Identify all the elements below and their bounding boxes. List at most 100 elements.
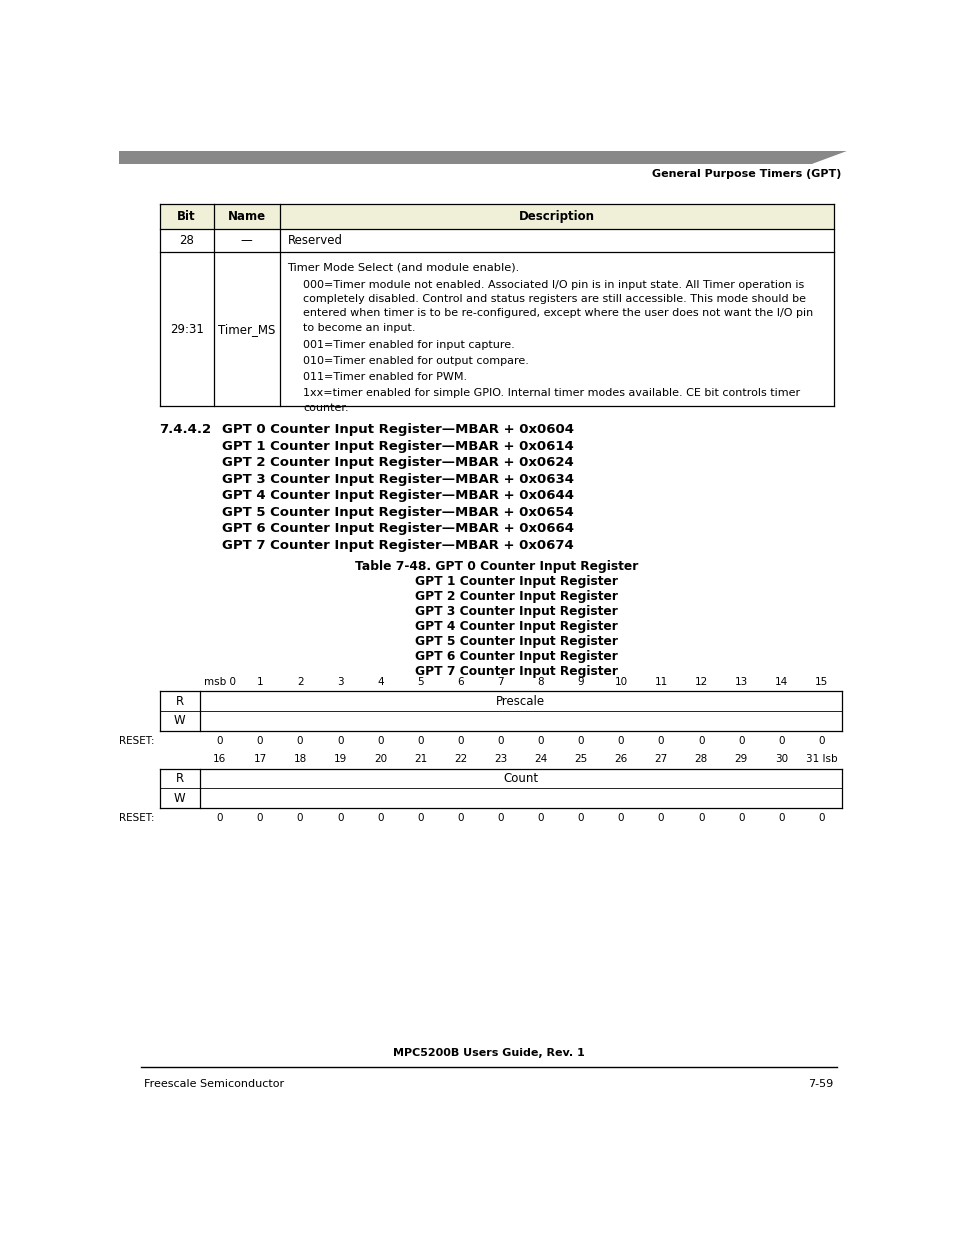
Text: GPT 6 Counter Input Register—MBAR + 0x0664: GPT 6 Counter Input Register—MBAR + 0x06… [221, 522, 573, 536]
Text: GPT 0 Counter Input Register—MBAR + 0x0604: GPT 0 Counter Input Register—MBAR + 0x06… [221, 424, 573, 436]
Text: 000=Timer module not enabled. Associated I/O pin is in input state. All Timer op: 000=Timer module not enabled. Associated… [303, 280, 803, 290]
Text: GPT 1 Counter Input Register: GPT 1 Counter Input Register [415, 576, 617, 588]
Text: 001=Timer enabled for input capture.: 001=Timer enabled for input capture. [303, 340, 514, 350]
Text: 0: 0 [256, 814, 263, 824]
Text: GPT 4 Counter Input Register—MBAR + 0x0644: GPT 4 Counter Input Register—MBAR + 0x06… [221, 489, 573, 503]
Text: 7.4.4.2: 7.4.4.2 [159, 424, 212, 436]
Text: R: R [175, 695, 184, 708]
Text: 21: 21 [414, 755, 427, 764]
Text: 0: 0 [618, 814, 623, 824]
Text: 25: 25 [574, 755, 587, 764]
Text: 0: 0 [818, 814, 824, 824]
Text: 0: 0 [216, 736, 223, 746]
Text: 0: 0 [698, 736, 703, 746]
Text: 0: 0 [456, 736, 463, 746]
Text: Freescale Semiconductor: Freescale Semiconductor [144, 1079, 284, 1089]
Text: MPC5200B Users Guide, Rev. 1: MPC5200B Users Guide, Rev. 1 [393, 1047, 584, 1057]
Text: 18: 18 [294, 755, 307, 764]
Text: 31 lsb: 31 lsb [805, 755, 837, 764]
Text: 0: 0 [497, 814, 503, 824]
Text: 16: 16 [213, 755, 226, 764]
Bar [159, 205, 833, 228]
Text: 0: 0 [296, 814, 303, 824]
Text: GPT 1 Counter Input Register—MBAR + 0x0614: GPT 1 Counter Input Register—MBAR + 0x06… [221, 440, 573, 453]
Text: 17: 17 [253, 755, 266, 764]
Text: 0: 0 [497, 736, 503, 746]
Text: 0: 0 [336, 814, 343, 824]
Bar [119, 151, 858, 163]
Text: 0: 0 [618, 736, 623, 746]
Text: 1: 1 [256, 677, 263, 687]
Text: 7-59: 7-59 [808, 1079, 833, 1089]
Text: 29:31: 29:31 [170, 322, 203, 336]
Text: R: R [175, 772, 184, 785]
Text: 0: 0 [376, 814, 383, 824]
Text: Name: Name [228, 210, 266, 224]
Text: 13: 13 [734, 677, 747, 687]
Text: Count: Count [502, 772, 537, 785]
Text: 0: 0 [296, 736, 303, 746]
Text: RESET:: RESET: [119, 736, 154, 746]
Text: 10: 10 [614, 677, 627, 687]
Text: 4: 4 [376, 677, 383, 687]
Text: 8: 8 [537, 677, 543, 687]
Text: 1xx=timer enabled for simple GPIO. Internal timer modes available. CE bit contro: 1xx=timer enabled for simple GPIO. Inter… [303, 389, 800, 399]
Text: Bit: Bit [177, 210, 195, 224]
Text: msb 0: msb 0 [204, 677, 235, 687]
Text: 27: 27 [654, 755, 667, 764]
Text: to become an input.: to become an input. [303, 322, 415, 332]
Text: 0: 0 [456, 814, 463, 824]
Text: 22: 22 [454, 755, 467, 764]
Text: 0: 0 [698, 814, 703, 824]
Text: 0: 0 [658, 814, 663, 824]
Text: GPT 3 Counter Input Register: GPT 3 Counter Input Register [415, 605, 617, 619]
Text: 5: 5 [416, 677, 423, 687]
Text: 15: 15 [814, 677, 827, 687]
Text: 0: 0 [416, 736, 423, 746]
Text: 0: 0 [778, 736, 783, 746]
Text: 010=Timer enabled for output compare.: 010=Timer enabled for output compare. [303, 356, 528, 366]
Text: 29: 29 [734, 755, 747, 764]
Text: 0: 0 [738, 814, 743, 824]
Text: GPT 5 Counter Input Register: GPT 5 Counter Input Register [415, 635, 617, 648]
Text: GPT 5 Counter Input Register—MBAR + 0x0654: GPT 5 Counter Input Register—MBAR + 0x06… [221, 506, 573, 519]
Text: 0: 0 [658, 736, 663, 746]
Text: completely disabled. Control and status registers are still accessible. This mod: completely disabled. Control and status … [303, 294, 805, 304]
Text: 0: 0 [738, 736, 743, 746]
Text: 0: 0 [376, 736, 383, 746]
Text: 12: 12 [694, 677, 707, 687]
Text: 0: 0 [256, 736, 263, 746]
Text: 7: 7 [497, 677, 503, 687]
Text: 9: 9 [577, 677, 583, 687]
Text: Table 7-48. GPT 0 Counter Input Register: Table 7-48. GPT 0 Counter Input Register [355, 561, 638, 573]
Text: Prescale: Prescale [496, 695, 545, 708]
Text: 28: 28 [179, 235, 193, 247]
Text: 0: 0 [216, 814, 223, 824]
Text: 11: 11 [654, 677, 667, 687]
Text: GPT 6 Counter Input Register: GPT 6 Counter Input Register [415, 651, 617, 663]
Text: 2: 2 [296, 677, 303, 687]
Text: —: — [240, 235, 253, 247]
Text: 0: 0 [577, 814, 583, 824]
Text: 14: 14 [774, 677, 787, 687]
Text: GPT 2 Counter Input Register: GPT 2 Counter Input Register [415, 590, 617, 603]
Text: 0: 0 [537, 814, 543, 824]
Text: 011=Timer enabled for PWM.: 011=Timer enabled for PWM. [303, 372, 467, 383]
Text: W: W [173, 714, 185, 727]
Text: entered when timer is to be re-configured, except where the user does not want t: entered when timer is to be re-configure… [303, 309, 812, 319]
Text: GPT 2 Counter Input Register—MBAR + 0x0624: GPT 2 Counter Input Register—MBAR + 0x06… [221, 456, 573, 469]
Text: RESET:: RESET: [119, 814, 154, 824]
Text: 0: 0 [818, 736, 824, 746]
Text: 23: 23 [494, 755, 507, 764]
Text: Timer_MS: Timer_MS [218, 322, 275, 336]
Text: 0: 0 [416, 814, 423, 824]
Text: Timer Mode Select (and module enable).: Timer Mode Select (and module enable). [287, 263, 519, 273]
Text: General Purpose Timers (GPT): General Purpose Timers (GPT) [652, 169, 841, 179]
Text: W: W [173, 792, 185, 805]
Text: 0: 0 [537, 736, 543, 746]
Text: 0: 0 [577, 736, 583, 746]
Text: 28: 28 [694, 755, 707, 764]
Text: 6: 6 [456, 677, 463, 687]
Text: 24: 24 [534, 755, 547, 764]
Text: 0: 0 [778, 814, 783, 824]
